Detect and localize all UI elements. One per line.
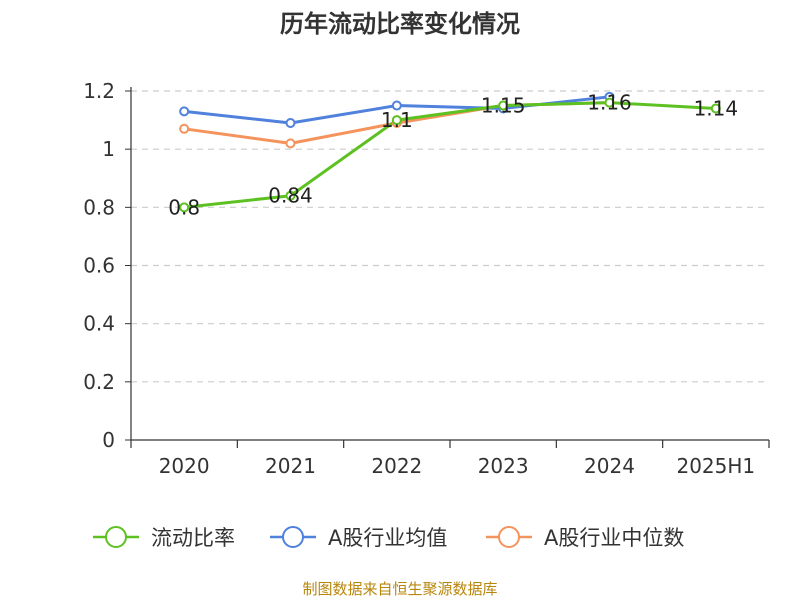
series-line-0 (184, 101, 716, 209)
y-tick-label: 0 (102, 428, 115, 452)
data-point (285, 117, 296, 128)
legend-label: A股行业中位数 (544, 526, 684, 550)
legend-swatch-marker (498, 526, 520, 548)
legend-swatch-marker (105, 526, 127, 548)
data-label: 0.84 (268, 184, 313, 208)
series-points (179, 91, 721, 213)
data-labels: 0.8 0.84 1.1 1.15 1.16 1.14 (168, 91, 738, 220)
data-point (391, 115, 402, 126)
data-point (498, 100, 509, 111)
data-point (285, 138, 296, 149)
legend-label: 流动比率 (151, 526, 235, 550)
data-point (391, 100, 402, 111)
data-label: 1.15 (481, 94, 526, 118)
x-tick-label: 2024 (584, 454, 635, 478)
y-tick-label: 0.8 (83, 195, 115, 219)
x-tick-label: 2021 (265, 454, 316, 478)
x-tick-label: 2023 (478, 454, 529, 478)
y-tick-label: 0.4 (83, 312, 115, 336)
data-label: 1.1 (381, 108, 413, 132)
y-tick-label: 1.2 (83, 79, 115, 103)
x-tick-label: 2020 (159, 454, 210, 478)
x-tick-label: 2025H1 (676, 454, 755, 478)
data-point (179, 202, 190, 213)
chart-title: 历年流动比率变化情况 (280, 10, 520, 38)
legend-label: A股行业均值 (328, 526, 447, 550)
source-note: 制图数据来自恒生聚源数据库 (302, 580, 497, 598)
y-tick-label: 0.6 (83, 254, 115, 278)
data-label: 1.14 (694, 96, 739, 120)
legend-swatch-marker (282, 526, 304, 548)
x-tick-label: 2022 (371, 454, 422, 478)
y-tick-label: 0.2 (83, 370, 115, 394)
grid-lines (131, 90, 769, 383)
data-point (710, 103, 721, 114)
y-tick-label: 1 (102, 137, 115, 161)
axes: 0 0.2 0.4 0.6 0.8 1 1.2 2020 2021 2022 2023 2024 202… (83, 79, 770, 478)
data-label: 1.16 (587, 91, 632, 115)
data-point (179, 123, 190, 134)
legend: 流动比率 A股行业均值 A股行业中位数 (93, 526, 684, 550)
series-lines (183, 95, 716, 209)
data-point (285, 190, 296, 201)
data-label: 0.8 (168, 195, 200, 219)
data-point (179, 106, 190, 117)
data-point (604, 97, 615, 108)
